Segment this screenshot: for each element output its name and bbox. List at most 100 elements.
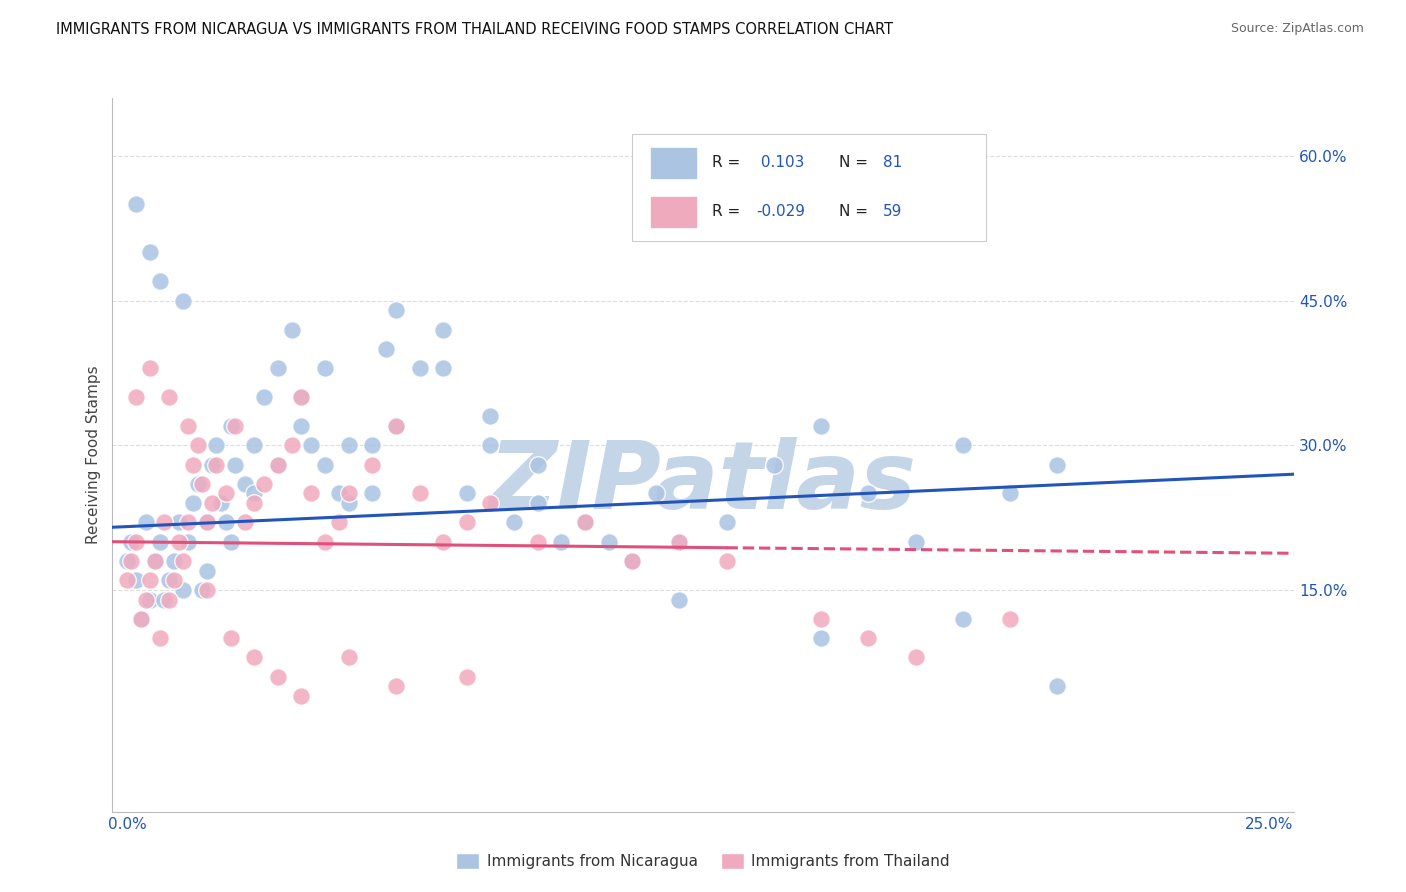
Point <box>215 486 238 500</box>
Bar <box>650 196 697 228</box>
Point <box>195 516 218 530</box>
Point <box>125 574 148 588</box>
Point <box>432 534 454 549</box>
Point <box>858 486 880 500</box>
Point <box>621 554 644 568</box>
Point <box>139 592 162 607</box>
Point <box>129 612 152 626</box>
Point <box>621 554 644 568</box>
Point <box>299 438 322 452</box>
Point <box>479 496 502 510</box>
Point <box>149 274 172 288</box>
Point <box>181 496 204 510</box>
Point <box>361 458 384 472</box>
Text: 25.0%: 25.0% <box>1246 816 1294 831</box>
Text: N =: N = <box>839 155 873 170</box>
Text: 0.0%: 0.0% <box>108 816 146 831</box>
Point <box>267 458 290 472</box>
Point <box>157 574 180 588</box>
Point <box>1046 458 1069 472</box>
Point <box>337 486 360 500</box>
Bar <box>650 146 697 178</box>
Point <box>328 516 350 530</box>
Point <box>668 534 690 549</box>
Point <box>952 612 974 626</box>
Point <box>125 534 148 549</box>
Point <box>219 631 242 645</box>
Point <box>224 458 246 472</box>
Point <box>479 409 502 424</box>
Point <box>186 438 208 452</box>
Point <box>233 476 256 491</box>
Point <box>290 419 312 434</box>
Point <box>115 554 138 568</box>
Point <box>385 303 408 318</box>
Point <box>337 438 360 452</box>
Point <box>810 612 832 626</box>
Point <box>314 361 336 376</box>
Point <box>172 554 194 568</box>
Point <box>153 516 176 530</box>
Y-axis label: Receiving Food Stamps: Receiving Food Stamps <box>86 366 101 544</box>
Point <box>195 564 218 578</box>
Point <box>290 390 312 404</box>
Point <box>621 554 644 568</box>
Point <box>181 458 204 472</box>
Text: R =: R = <box>713 204 745 219</box>
Point <box>290 689 312 703</box>
Point <box>574 516 596 530</box>
Point <box>149 631 172 645</box>
Point <box>361 486 384 500</box>
Point <box>215 516 238 530</box>
Point <box>432 361 454 376</box>
Point <box>135 516 157 530</box>
Point <box>172 582 194 597</box>
Point <box>385 419 408 434</box>
Point <box>952 438 974 452</box>
FancyBboxPatch shape <box>633 134 987 241</box>
Point <box>281 322 304 336</box>
Point <box>858 631 880 645</box>
Point <box>668 534 690 549</box>
Point <box>195 582 218 597</box>
Point <box>177 534 200 549</box>
Point <box>177 419 200 434</box>
Point <box>526 496 548 510</box>
Text: 59: 59 <box>883 204 901 219</box>
Point <box>456 486 478 500</box>
Point <box>139 245 162 260</box>
Point <box>503 516 526 530</box>
Point <box>385 679 408 693</box>
Point <box>479 438 502 452</box>
Point <box>139 574 162 588</box>
Point <box>432 322 454 336</box>
Point <box>125 390 148 404</box>
Point <box>998 612 1021 626</box>
Point <box>201 496 224 510</box>
Point <box>186 476 208 491</box>
Point <box>120 554 142 568</box>
Point <box>172 293 194 308</box>
Point <box>125 197 148 211</box>
Point <box>267 361 290 376</box>
Point <box>195 516 218 530</box>
Point <box>243 496 266 510</box>
Point <box>810 419 832 434</box>
Point <box>1046 679 1069 693</box>
Point <box>191 582 214 597</box>
Point <box>904 650 927 665</box>
Point <box>253 390 276 404</box>
Point <box>408 361 430 376</box>
Point <box>205 458 228 472</box>
Point <box>205 438 228 452</box>
Point <box>375 342 398 356</box>
Text: IMMIGRANTS FROM NICARAGUA VS IMMIGRANTS FROM THAILAND RECEIVING FOOD STAMPS CORR: IMMIGRANTS FROM NICARAGUA VS IMMIGRANTS … <box>56 22 893 37</box>
Point <box>328 486 350 500</box>
Point <box>574 516 596 530</box>
Point <box>157 592 180 607</box>
Point <box>526 534 548 549</box>
Point <box>267 458 290 472</box>
Point <box>337 496 360 510</box>
Point <box>716 516 738 530</box>
Point <box>177 516 200 530</box>
